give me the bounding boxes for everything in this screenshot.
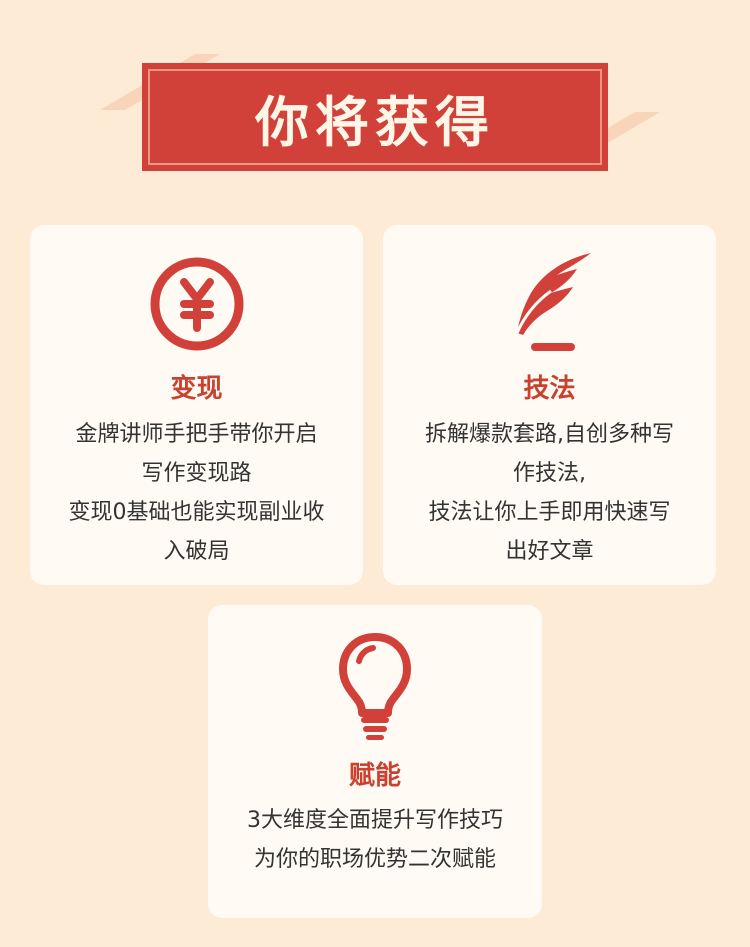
desc-line: 金牌讲师手把手带你开启 bbox=[75, 422, 318, 447]
banner-border bbox=[148, 69, 602, 165]
quill-pen-icon bbox=[515, 253, 591, 351]
card-title: 技法 bbox=[523, 374, 576, 404]
card-title: 赋能 bbox=[348, 761, 401, 791]
feature-card-monetize: 变现 金牌讲师手把手带你开启 写作变现路 变现0基础也能实现副业收 入破局 bbox=[30, 225, 363, 585]
feature-card-technique: 技法 拆解爆款套路,自创多种写 作技法, 技法让你上手即用快速写 出好文章 bbox=[383, 225, 716, 585]
yen-coin-icon bbox=[150, 257, 243, 351]
desc-line: 作技法, bbox=[513, 461, 586, 486]
desc-line: 变现0基础也能实现副业收 bbox=[68, 500, 325, 525]
card-description: 3大维度全面提升写作技巧 为你的职场优势二次赋能 bbox=[222, 801, 528, 879]
card-description: 金牌讲师手把手带你开启 写作变现路 变现0基础也能实现副业收 入破局 bbox=[44, 415, 349, 571]
desc-line: 拆解爆款套路,自创多种写 bbox=[425, 422, 674, 447]
desc-line: 出好文章 bbox=[505, 539, 594, 564]
title-banner: 你将获得 bbox=[142, 63, 608, 171]
lightbulb-icon bbox=[339, 633, 411, 740]
desc-line: 写作变现路 bbox=[141, 461, 252, 486]
header-banner: 你将获得 bbox=[0, 0, 750, 210]
desc-line: 3大维度全面提升写作技巧 bbox=[247, 808, 503, 833]
desc-line: 技法让你上手即用快速写 bbox=[428, 500, 671, 525]
desc-line: 入破局 bbox=[163, 539, 230, 564]
page-title: 你将获得 bbox=[255, 90, 495, 154]
feature-card-empower: 赋能 3大维度全面提升写作技巧 为你的职场优势二次赋能 bbox=[208, 605, 542, 918]
desc-line: 为你的职场优势二次赋能 bbox=[253, 847, 496, 872]
card-description: 拆解爆款套路,自创多种写 作技法, 技法让你上手即用快速写 出好文章 bbox=[397, 415, 702, 571]
card-title: 变现 bbox=[170, 374, 223, 404]
